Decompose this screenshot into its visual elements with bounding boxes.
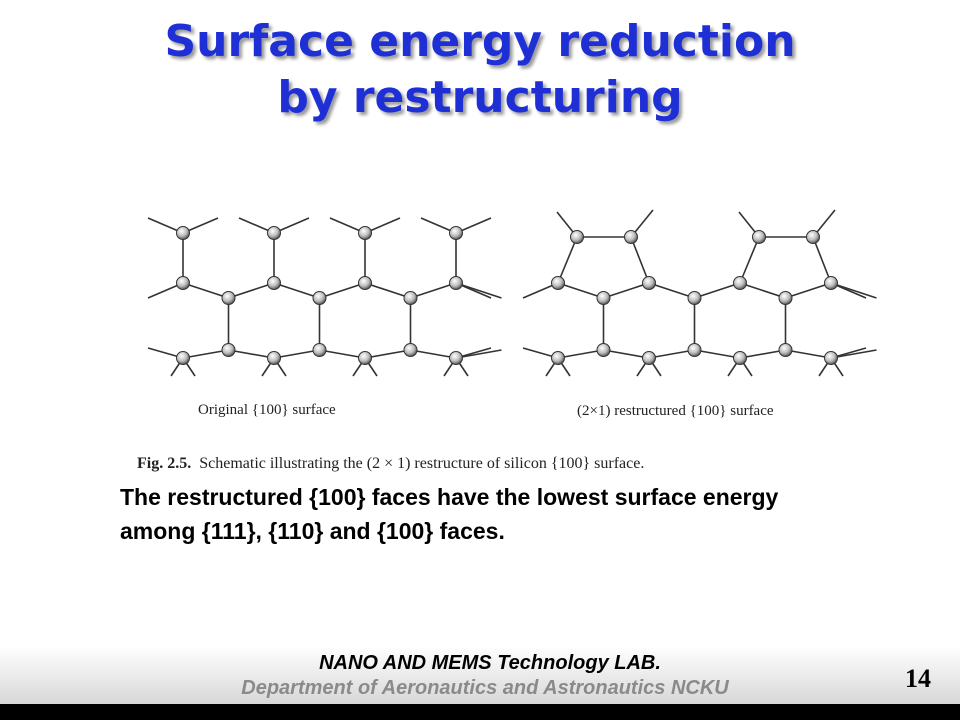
atom bbox=[824, 351, 838, 365]
bond bbox=[364, 349, 411, 359]
atom bbox=[449, 276, 463, 290]
atom bbox=[642, 351, 656, 365]
footer-lab: NANO AND MEMS Technology LAB. bbox=[319, 652, 661, 674]
bond bbox=[228, 349, 275, 359]
bond bbox=[739, 349, 786, 359]
bond bbox=[648, 282, 695, 299]
atom bbox=[312, 343, 327, 357]
bond bbox=[785, 349, 832, 359]
right-caption: (2×1) restructured {100} surface bbox=[577, 403, 774, 419]
bond bbox=[830, 349, 877, 359]
atom bbox=[551, 351, 565, 365]
bond bbox=[739, 236, 760, 284]
bond bbox=[648, 349, 695, 359]
atom bbox=[403, 343, 418, 357]
bond bbox=[182, 282, 229, 299]
atom bbox=[687, 343, 702, 357]
atom bbox=[551, 276, 565, 290]
atom bbox=[176, 226, 190, 240]
atom bbox=[824, 276, 838, 290]
atom bbox=[449, 226, 463, 240]
bond bbox=[273, 349, 320, 359]
atom bbox=[570, 230, 584, 244]
bond bbox=[319, 349, 366, 359]
atom bbox=[596, 343, 611, 357]
atom bbox=[176, 351, 190, 365]
atom bbox=[267, 351, 281, 365]
atom bbox=[806, 230, 820, 244]
atom bbox=[752, 230, 766, 244]
atom bbox=[221, 343, 236, 357]
figure: Original {100} surface (2×1) restructure… bbox=[137, 209, 877, 472]
bond bbox=[273, 282, 320, 299]
atom bbox=[624, 230, 638, 244]
atom bbox=[687, 291, 702, 305]
atom bbox=[642, 276, 656, 290]
bond bbox=[694, 282, 741, 299]
bond bbox=[557, 236, 578, 284]
atom bbox=[176, 276, 190, 290]
bond bbox=[603, 349, 650, 359]
bond bbox=[557, 282, 604, 299]
atom bbox=[267, 276, 281, 290]
atom bbox=[403, 291, 418, 305]
bond bbox=[812, 236, 832, 284]
footer-bar bbox=[0, 704, 960, 720]
atom bbox=[221, 291, 236, 305]
bond bbox=[182, 349, 229, 359]
slide-title: Surface energy reduction by restructurin… bbox=[164, 16, 796, 123]
atom bbox=[267, 226, 281, 240]
bond bbox=[455, 349, 502, 359]
atom bbox=[733, 276, 747, 290]
footer-department: Department of Aeronautics and Astronauti… bbox=[241, 677, 729, 699]
atom bbox=[596, 291, 611, 305]
atom bbox=[778, 291, 793, 305]
atom bbox=[358, 226, 372, 240]
atom bbox=[449, 351, 463, 365]
atom bbox=[358, 351, 372, 365]
atom bbox=[733, 351, 747, 365]
bond bbox=[410, 349, 457, 359]
body-text: The restructured {100} faces have the lo… bbox=[120, 484, 779, 544]
bond bbox=[785, 282, 832, 299]
bond bbox=[694, 349, 741, 359]
page-number: 14 bbox=[905, 664, 931, 693]
bond bbox=[739, 282, 786, 299]
left-caption: Original {100} surface bbox=[198, 402, 336, 418]
caption-text: Schematic illustrating the (2 × 1) restr… bbox=[199, 455, 644, 472]
figure-caption: Fig. 2.5. Schematic illustrating the (2 ×… bbox=[137, 455, 644, 472]
bond bbox=[228, 282, 275, 299]
atom bbox=[358, 276, 372, 290]
footer-band bbox=[0, 646, 960, 706]
bond bbox=[557, 349, 604, 359]
atom bbox=[312, 291, 327, 305]
bond bbox=[630, 236, 650, 284]
atom bbox=[778, 343, 793, 357]
bond bbox=[410, 282, 457, 299]
caption-label: Fig. 2.5. bbox=[137, 455, 191, 472]
bond bbox=[364, 282, 411, 299]
bond bbox=[319, 282, 366, 299]
bond bbox=[603, 282, 650, 299]
